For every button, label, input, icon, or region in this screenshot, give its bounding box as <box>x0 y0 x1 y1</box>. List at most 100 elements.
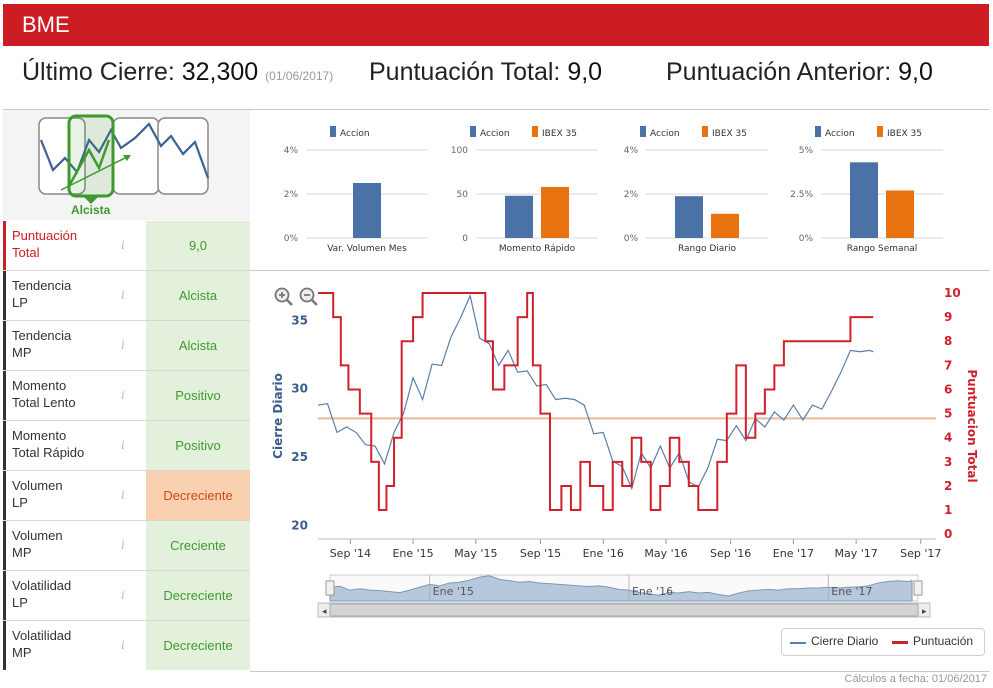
legend-label: IBEX 35 <box>887 129 922 139</box>
row-label: Puntuación Total <box>3 221 146 270</box>
row-puntuacion-total: Puntuación Total i 9,0 <box>3 221 250 271</box>
puntuacion-total-label: Puntuación Total: <box>369 58 561 86</box>
row-tendencia-lp: Tendencia LP i Alcista <box>3 271 250 321</box>
puntuacion-total: Puntuación Total: 9,0 <box>369 58 602 87</box>
legend-label: Accion <box>480 129 510 139</box>
info-icon[interactable]: i <box>121 488 125 502</box>
row-value: Decreciente <box>146 571 250 620</box>
legend-swatch <box>532 126 538 137</box>
navigator-label: Ene '17 <box>831 585 872 598</box>
y-tick-label: 4% <box>624 146 639 156</box>
row-label: Momento Total Rápido <box>3 421 146 470</box>
bar-ibex-35 <box>711 213 739 238</box>
row-value: Decreciente <box>146 621 250 670</box>
scroll-left-icon[interactable]: ◂ <box>322 607 327 617</box>
y-tick-label: 0% <box>799 234 814 244</box>
row-value: Creciente <box>146 521 250 570</box>
bar-charts-svg: Accion 0% 2% 4% Var. Volumen Mes Accion IBEX 3… <box>284 126 943 254</box>
ultimo-cierre-date: (01/06/2017) <box>265 69 334 83</box>
x-tick-label: Sep '17 <box>900 547 941 560</box>
bar-accion <box>353 183 381 238</box>
y-tick-label: 0% <box>624 234 639 244</box>
row-volumen-lp: Volumen LP i Decreciente <box>3 471 250 521</box>
navigator-label: Ene '15 <box>433 585 474 598</box>
divider <box>3 109 989 110</box>
header-bar: BME <box>3 4 989 46</box>
chart-legend[interactable]: Cierre Diario Puntuación <box>781 628 985 656</box>
bar-charts: Accion 0% 2% 4% Var. Volumen Mes Accion IBEX 3… <box>250 110 990 270</box>
info-icon[interactable]: i <box>121 638 125 652</box>
info-icon[interactable]: i <box>121 388 125 402</box>
y-tick-label: 4% <box>284 146 299 156</box>
legend-label: Accion <box>340 129 370 139</box>
info-icon[interactable]: i <box>121 238 125 252</box>
row-momento-lento: Momento Total Lento i Positivo <box>3 371 250 421</box>
y-tick-label: 0 <box>462 234 468 244</box>
zoom-in-icon[interactable] <box>274 287 294 307</box>
y-tick-label: 2% <box>284 190 299 200</box>
puntuacion-anterior-value: 9,0 <box>898 58 933 86</box>
row-value: Decreciente <box>146 471 250 520</box>
y-tick-label: 5% <box>799 146 814 156</box>
row-value: 9,0 <box>146 221 250 270</box>
legend-swatch <box>330 126 336 137</box>
row-label: Tendencia MP <box>3 321 146 370</box>
legend-puntuacion-label[interactable]: Puntuación <box>913 634 974 648</box>
legend-swatch <box>877 126 883 137</box>
x-tick-label: Ene '17 <box>773 547 814 560</box>
info-icon[interactable]: i <box>121 338 125 352</box>
y-right-tick: 0 <box>944 527 952 541</box>
bar-chart-title: Momento Rápido <box>499 244 576 254</box>
row-label: Volatilidad MP <box>3 621 146 670</box>
row-volumen-mp: Volumen MP i Creciente <box>3 521 250 571</box>
y-right-tick: 2 <box>944 479 952 493</box>
navigator-handle[interactable] <box>913 580 923 596</box>
y-tick-label: 100 <box>451 146 468 156</box>
y-right-tick: 1 <box>944 503 952 517</box>
row-value: Alcista <box>146 271 250 320</box>
bar-accion <box>505 195 533 238</box>
legend-swatch <box>470 126 476 137</box>
scroll-right-icon[interactable]: ▸ <box>922 607 927 617</box>
row-value: Alcista <box>146 321 250 370</box>
y-left-tick: 20 <box>291 518 308 532</box>
x-tick-label: May '17 <box>835 547 878 560</box>
y-left-tick: 30 <box>291 382 308 396</box>
puntuacion-total-value: 9,0 <box>567 58 603 86</box>
bar-chart-title: Rango Semanal <box>847 244 918 254</box>
zoom-out-icon[interactable] <box>299 287 319 307</box>
legend-label: Accion <box>650 129 680 139</box>
ultimo-cierre: Último Cierre: 32,300 (01/06/2017) <box>22 58 333 87</box>
main-chart-svg: 20 25 30 35 0 1 2 3 4 5 6 7 8 9 10 Cierre Diario Puntuac… <box>271 286 979 618</box>
info-icon[interactable]: i <box>121 288 125 302</box>
x-tick-label: May '15 <box>454 547 497 560</box>
info-icon[interactable]: i <box>121 588 125 602</box>
ultimo-cierre-value: 32,300 <box>181 58 259 86</box>
legend-cierre-label[interactable]: Cierre Diario <box>811 634 879 648</box>
bar-ibex-35 <box>886 190 914 238</box>
y-tick-label: 0% <box>284 234 299 244</box>
series-cierre <box>317 293 874 491</box>
legend-label: Accion <box>825 129 855 139</box>
bar-chart-2: Accion IBEX 35 0 50 100 Momento Rápido <box>451 126 598 254</box>
divider <box>250 270 990 271</box>
info-icon[interactable]: i <box>121 538 125 552</box>
summary-bar: Último Cierre: 32,300 (01/06/2017) Puntu… <box>0 58 993 104</box>
x-tick-label: May '16 <box>644 547 687 560</box>
x-tick-label: Ene '15 <box>392 547 433 560</box>
scrollbar-thumb[interactable] <box>329 603 919 617</box>
trend-graphic: Alcista <box>3 110 250 220</box>
legend-label: IBEX 35 <box>712 129 747 139</box>
row-tendencia-mp: Tendencia MP i Alcista <box>3 321 250 371</box>
x-tick-label: Ene '16 <box>583 547 624 560</box>
trend-icon <box>38 114 210 204</box>
legend-cierre-swatch <box>790 642 806 644</box>
y-left-title: Cierre Diario <box>271 373 285 459</box>
bar-chart-title: Var. Volumen Mes <box>327 244 407 254</box>
row-label: Volatilidad LP <box>3 571 146 620</box>
legend-swatch <box>702 126 708 137</box>
y-right-title: Puntuacion Total <box>965 369 979 482</box>
info-icon[interactable]: i <box>121 438 125 452</box>
navigator-handle[interactable] <box>325 580 335 596</box>
puntuacion-anterior-label: Puntuación Anterior: <box>666 58 892 86</box>
